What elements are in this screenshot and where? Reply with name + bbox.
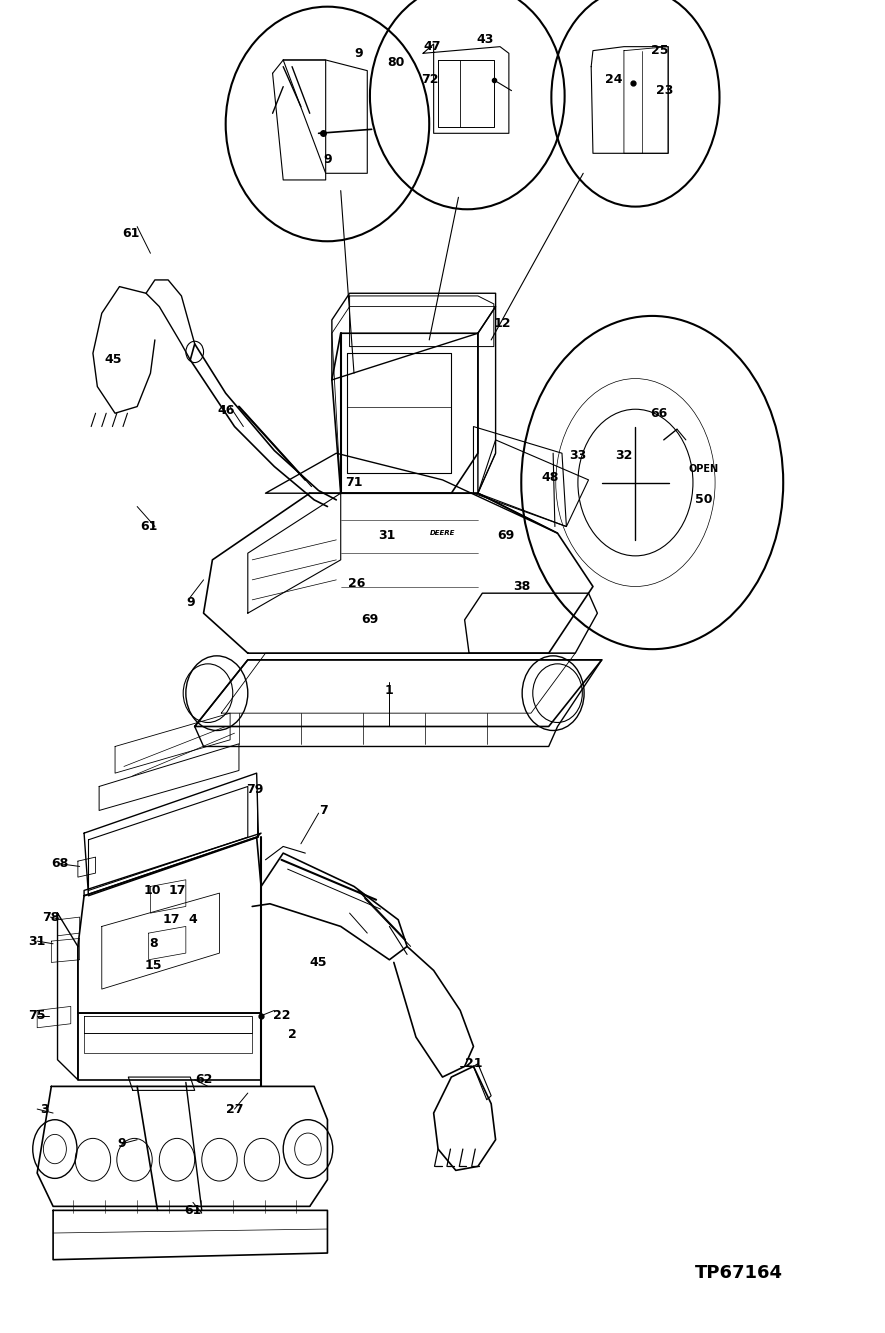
- Text: 9: 9: [354, 47, 363, 60]
- Text: 61: 61: [184, 1204, 202, 1217]
- Text: 21: 21: [465, 1057, 482, 1070]
- Text: 1: 1: [385, 684, 394, 697]
- Text: 22: 22: [273, 1009, 290, 1022]
- Text: 45: 45: [104, 353, 122, 367]
- Text: 79: 79: [246, 782, 264, 796]
- Text: 43: 43: [476, 33, 494, 47]
- Text: 31: 31: [378, 529, 396, 543]
- Text: 7: 7: [319, 804, 327, 817]
- Text: 3: 3: [40, 1102, 49, 1116]
- Text: 27: 27: [226, 1102, 243, 1116]
- Text: 2: 2: [288, 1028, 296, 1041]
- Text: 26: 26: [348, 577, 366, 591]
- Text: 17: 17: [163, 913, 181, 926]
- Text: 48: 48: [542, 471, 559, 484]
- Text: 68: 68: [51, 857, 69, 870]
- Text: 17: 17: [168, 884, 186, 897]
- Text: 8: 8: [149, 937, 158, 950]
- Text: 38: 38: [513, 580, 531, 593]
- Text: 9: 9: [186, 596, 195, 609]
- Text: 23: 23: [656, 84, 673, 97]
- Text: 69: 69: [361, 613, 379, 627]
- Text: 31: 31: [28, 934, 46, 948]
- Text: 72: 72: [421, 73, 439, 87]
- Text: 45: 45: [310, 956, 327, 969]
- Text: 24: 24: [605, 73, 623, 87]
- Text: 61: 61: [122, 227, 140, 240]
- Text: 32: 32: [615, 449, 633, 463]
- Text: TP67164: TP67164: [695, 1264, 783, 1282]
- Text: 61: 61: [140, 520, 158, 533]
- Text: 50: 50: [695, 493, 712, 507]
- Text: OPEN: OPEN: [689, 464, 719, 475]
- Text: 25: 25: [650, 44, 668, 57]
- Text: 9: 9: [323, 153, 332, 167]
- Text: 9: 9: [118, 1137, 127, 1150]
- Text: 78: 78: [42, 910, 59, 924]
- Text: DEERE: DEERE: [430, 531, 455, 536]
- Text: 4: 4: [189, 913, 197, 926]
- Text: 47: 47: [423, 40, 441, 53]
- Text: 75: 75: [28, 1009, 46, 1022]
- Text: 46: 46: [217, 404, 235, 417]
- Text: 12: 12: [494, 317, 512, 331]
- Text: 66: 66: [650, 407, 668, 420]
- Text: 33: 33: [569, 449, 587, 463]
- Text: 69: 69: [497, 529, 515, 543]
- Text: 62: 62: [195, 1073, 212, 1086]
- Text: 10: 10: [143, 884, 161, 897]
- Text: 71: 71: [345, 476, 363, 489]
- Text: 15: 15: [144, 958, 162, 972]
- Text: 80: 80: [387, 56, 404, 69]
